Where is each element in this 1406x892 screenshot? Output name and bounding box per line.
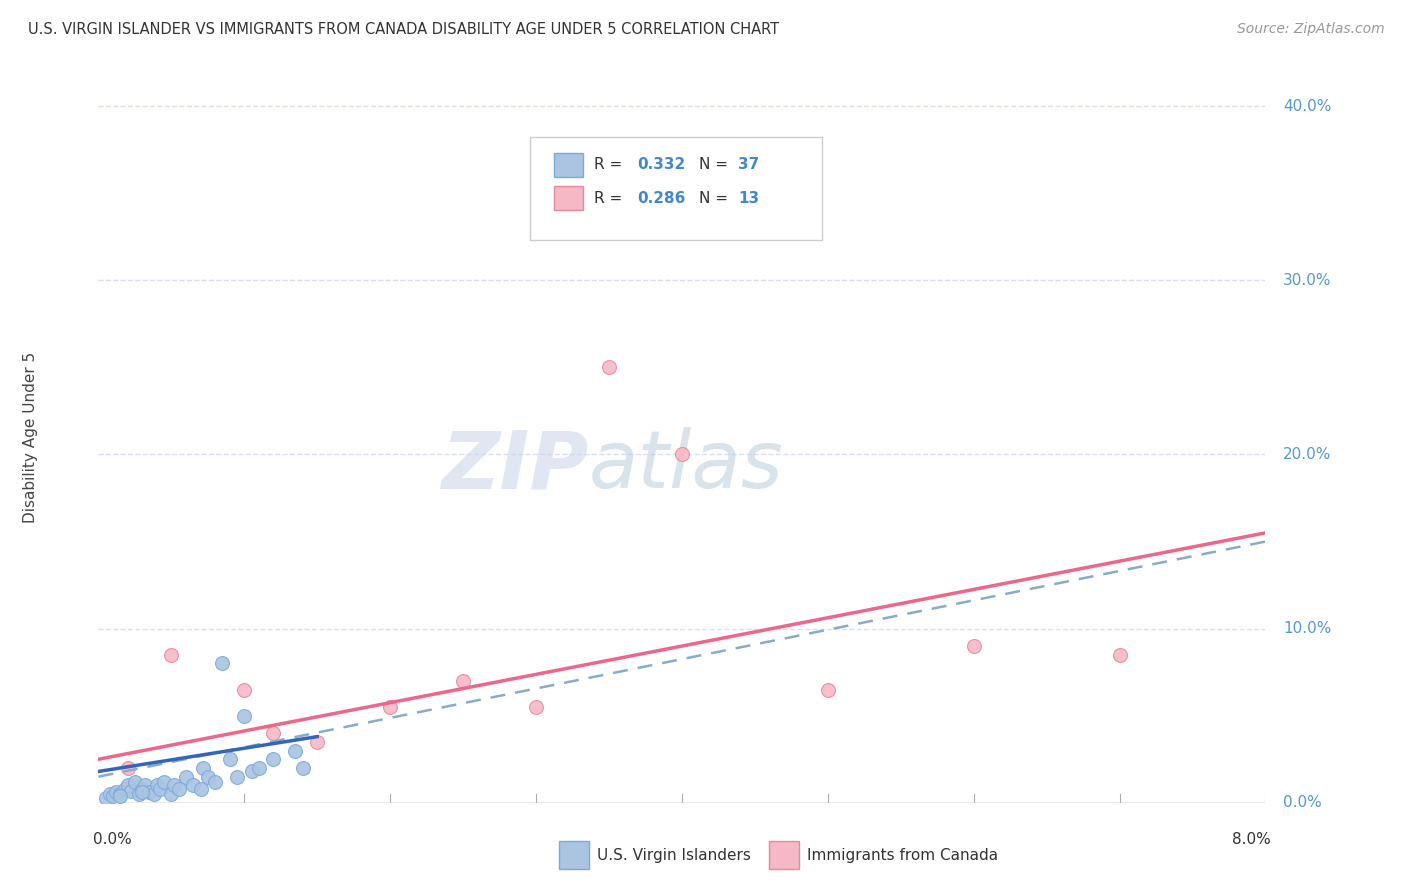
Point xyxy=(962,639,984,653)
Point xyxy=(218,752,240,766)
FancyBboxPatch shape xyxy=(530,137,823,240)
Text: ZIP: ZIP xyxy=(441,427,589,506)
Text: 0.332: 0.332 xyxy=(637,158,686,172)
FancyBboxPatch shape xyxy=(554,153,582,178)
FancyBboxPatch shape xyxy=(560,841,589,869)
Point xyxy=(524,700,547,714)
Point xyxy=(262,726,284,740)
Point xyxy=(138,785,160,799)
Point xyxy=(120,783,142,797)
Text: U.S. VIRGIN ISLANDER VS IMMIGRANTS FROM CANADA DISABILITY AGE UNDER 5 CORRELATIO: U.S. VIRGIN ISLANDER VS IMMIGRANTS FROM … xyxy=(28,22,779,37)
Point xyxy=(160,787,183,801)
Point xyxy=(146,778,169,792)
Point xyxy=(142,787,165,801)
Point xyxy=(163,778,186,792)
Text: 30.0%: 30.0% xyxy=(1282,273,1331,288)
Point xyxy=(204,775,226,789)
Point xyxy=(284,743,307,757)
Point xyxy=(197,770,219,784)
Point xyxy=(451,673,474,688)
Text: 10.0%: 10.0% xyxy=(1282,621,1331,636)
Point xyxy=(131,785,153,799)
Text: U.S. Virgin Islanders: U.S. Virgin Islanders xyxy=(596,848,751,863)
Point xyxy=(110,787,132,801)
Text: R =: R = xyxy=(595,158,627,172)
Text: 20.0%: 20.0% xyxy=(1282,447,1331,462)
Point xyxy=(1108,648,1130,662)
Point xyxy=(117,761,139,775)
Point xyxy=(291,761,314,775)
Point xyxy=(193,761,215,775)
Point xyxy=(160,648,183,662)
Point xyxy=(307,735,329,749)
Point xyxy=(211,657,233,671)
Text: R =: R = xyxy=(595,191,627,206)
Point xyxy=(110,789,132,803)
Point xyxy=(94,790,117,805)
FancyBboxPatch shape xyxy=(554,186,582,211)
Point xyxy=(247,761,270,775)
Point xyxy=(167,781,190,796)
Point xyxy=(117,778,139,792)
Text: Immigrants from Canada: Immigrants from Canada xyxy=(807,848,998,863)
Text: 0.0%: 0.0% xyxy=(93,832,131,847)
Point xyxy=(149,781,172,796)
Point xyxy=(378,700,402,714)
Point xyxy=(174,770,197,784)
Point xyxy=(817,682,839,697)
Point xyxy=(240,764,263,779)
Point xyxy=(233,708,256,723)
Point xyxy=(104,785,127,799)
Text: 13: 13 xyxy=(738,191,759,206)
Point xyxy=(233,682,256,697)
Point xyxy=(671,448,693,462)
Text: N =: N = xyxy=(699,191,734,206)
FancyBboxPatch shape xyxy=(769,841,799,869)
Point xyxy=(98,787,121,801)
Point xyxy=(114,781,136,796)
Text: Source: ZipAtlas.com: Source: ZipAtlas.com xyxy=(1237,22,1385,37)
Point xyxy=(226,770,249,784)
Point xyxy=(153,775,176,789)
Text: 0.0%: 0.0% xyxy=(1282,796,1322,810)
Point xyxy=(181,778,204,792)
Text: N =: N = xyxy=(699,158,734,172)
Text: 40.0%: 40.0% xyxy=(1282,99,1331,113)
Text: 0.286: 0.286 xyxy=(637,191,686,206)
Text: Disability Age Under 5: Disability Age Under 5 xyxy=(24,351,38,523)
Text: 37: 37 xyxy=(738,158,759,172)
Point xyxy=(124,775,146,789)
Text: atlas: atlas xyxy=(589,427,783,506)
Point xyxy=(134,778,156,792)
Point xyxy=(598,360,620,375)
Point xyxy=(190,781,212,796)
Point xyxy=(128,787,150,801)
Point xyxy=(131,781,153,796)
Text: 8.0%: 8.0% xyxy=(1233,832,1271,847)
Point xyxy=(262,752,284,766)
Point xyxy=(101,789,124,803)
